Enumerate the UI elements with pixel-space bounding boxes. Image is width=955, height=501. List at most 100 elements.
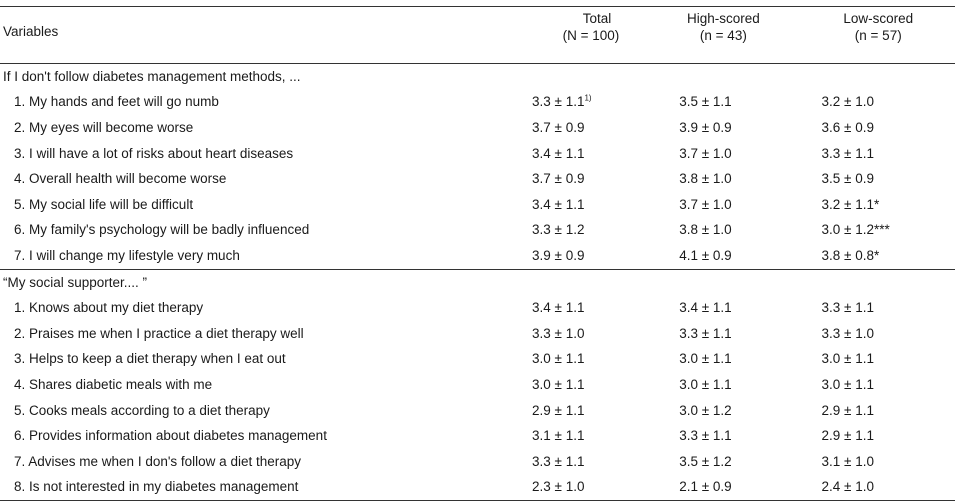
cell-total-value: 3.7 ± 0.9 <box>532 171 585 187</box>
header-high-label: High-scored <box>686 11 760 26</box>
cell-total-value: 3.3 ± 1.0 <box>532 325 585 341</box>
row-label: 7. Advises me when I don's follow a diet… <box>14 453 301 469</box>
row-label: 4. Shares diabetic meals with me <box>14 376 213 392</box>
table-row: 2. Praises me when I practice a diet the… <box>0 321 955 347</box>
cell-total: 3.4 ± 1.1 <box>520 141 645 167</box>
table-row: 1. My hands and feet will go numb 3.3 ± 1… <box>0 90 955 116</box>
cell-low: 2.9 ± 1.1 <box>821 402 874 418</box>
table-row: 5. Cooks meals according to a diet thera… <box>0 398 955 424</box>
table-header: Variables Total (N = 100) High-scored (n… <box>0 6 955 64</box>
cell-low: 3.3 ± 1.1 <box>821 300 874 316</box>
section-title: If I don't follow diabetes management me… <box>3 68 301 84</box>
cell-high: 2.1 ± 0.9 <box>679 479 732 495</box>
cell-total: 3.3 ± 1.2 <box>520 218 645 244</box>
cell-total-value: 3.3 ± 1.2 <box>532 222 585 238</box>
cell-low: 3.3 ± 1.1 <box>821 145 874 161</box>
table-row: 4. Overall health will become worse 3.7 ±… <box>0 166 955 192</box>
header-low-n: (n = 57) <box>854 28 902 43</box>
row-label: 3. Helps to keep a diet therapy when I e… <box>14 351 286 367</box>
cell-total: 3.3 ± 1.0 <box>520 321 645 347</box>
table-row: 7. Advises me when I don's follow a diet… <box>0 449 955 475</box>
cell-total: 3.3 ± 1.11) <box>520 90 645 116</box>
row-label: 1. My hands and feet will go numb <box>14 94 219 110</box>
cell-total-value: 3.9 ± 0.9 <box>532 247 585 263</box>
header-total: Total (N = 100) <box>520 7 645 64</box>
cell-low: 3.3 ± 1.0 <box>821 325 874 341</box>
row-label: 4. Overall health will become worse <box>14 171 227 187</box>
table-row: 5. My social life will be difficult 3.4 ±… <box>0 192 955 218</box>
results-table: Variables Total (N = 100) High-scored (n… <box>0 6 955 501</box>
cell-total: 3.7 ± 0.9 <box>520 115 645 141</box>
table-row: 7. I will change my lifestyle very much 3… <box>0 243 955 269</box>
cell-total: 3.4 ± 1.1 <box>520 192 645 218</box>
table-row: 4. Shares diabetic meals with me 3.0 ± 1.… <box>0 372 955 398</box>
row-label: 1. Knows about my diet therapy <box>14 300 204 316</box>
cell-total-value: 3.7 ± 0.9 <box>532 119 585 135</box>
cell-high: 3.3 ± 1.1 <box>679 325 732 341</box>
table-row: 8. Is not interested in my diabetes mana… <box>0 475 955 501</box>
table-row: 6. My family's psychology will be badly … <box>0 218 955 244</box>
cell-total-value: 3.3 ± 1.1 <box>532 94 585 110</box>
cell-low: 3.8 ± 0.8* <box>821 247 880 263</box>
cell-high: 3.0 ± 1.2 <box>679 402 732 418</box>
cell-high: 3.7 ± 1.0 <box>679 196 732 212</box>
table-row: 3. Helps to keep a diet therapy when I e… <box>0 347 955 373</box>
row-label: 6. Provides information about diabetes m… <box>14 428 327 444</box>
section-title: “My social supporter.... ” <box>3 274 148 290</box>
cell-high: 3.5 ± 1.1 <box>679 94 732 110</box>
cell-total-value: 2.3 ± 1.0 <box>532 479 585 495</box>
cell-low: 3.6 ± 0.9 <box>821 119 874 135</box>
cell-total: 3.3 ± 1.1 <box>520 449 645 475</box>
cell-high: 3.7 ± 1.0 <box>679 145 732 161</box>
table-row: 1. Knows about my diet therapy 3.4 ± 1.1 3… <box>0 295 955 321</box>
footnote-marker: 1) <box>584 93 592 103</box>
row-label: 6. My family's psychology will be badly … <box>14 222 310 238</box>
table-row: 2. My eyes will become worse 3.7 ± 0.9 3.9… <box>0 115 955 141</box>
cell-low: 2.4 ± 1.0 <box>821 479 874 495</box>
cell-low: 3.0 ± 1.1 <box>821 376 874 392</box>
cell-total-value: 3.1 ± 1.1 <box>532 428 585 444</box>
cell-total-value: 3.4 ± 1.1 <box>532 145 585 161</box>
cell-total: 3.9 ± 0.9 <box>520 243 645 269</box>
row-label: 5. Cooks meals according to a diet thera… <box>14 402 270 418</box>
cell-high: 3.4 ± 1.1 <box>679 300 732 316</box>
cell-total: 3.0 ± 1.1 <box>520 372 645 398</box>
cell-low: 3.2 ± 1.0 <box>821 94 874 110</box>
row-label: 3. I will have a lot of risks about hear… <box>14 145 294 161</box>
cell-total: 3.1 ± 1.1 <box>520 423 645 449</box>
cell-total: 3.4 ± 1.1 <box>520 295 645 321</box>
cell-total: 2.9 ± 1.1 <box>520 398 645 424</box>
row-label: 2. Praises me when I practice a diet the… <box>14 325 304 341</box>
cell-low: 2.9 ± 1.1 <box>821 428 874 444</box>
cell-total-value: 2.9 ± 1.1 <box>532 402 585 418</box>
table-row: 6. Provides information about diabetes m… <box>0 423 955 449</box>
cell-total: 2.3 ± 1.0 <box>520 475 645 501</box>
header-variables-label: Variables <box>3 24 59 39</box>
cell-high: 3.5 ± 1.2 <box>679 453 732 469</box>
table-row: 3. I will have a lot of risks about hear… <box>0 141 955 167</box>
cell-total-value: 3.0 ± 1.1 <box>532 351 585 367</box>
cell-total-value: 3.4 ± 1.1 <box>532 196 585 212</box>
header-variables: Variables <box>0 7 520 64</box>
cell-high: 4.1 ± 0.9 <box>679 247 732 263</box>
cell-high: 3.9 ± 0.9 <box>679 119 732 135</box>
row-label: 2. My eyes will become worse <box>14 119 194 135</box>
row-label: 8. Is not interested in my diabetes mana… <box>14 479 299 495</box>
cell-total: 3.7 ± 0.9 <box>520 166 645 192</box>
header-high: High-scored (n = 43) <box>645 7 801 64</box>
section-title-row: “My social supporter.... ” <box>0 269 955 295</box>
header-row: Variables Total (N = 100) High-scored (n… <box>0 6 955 64</box>
cell-high: 3.8 ± 1.0 <box>679 171 732 187</box>
cell-high: 3.0 ± 1.1 <box>679 351 732 367</box>
cell-high: 3.3 ± 1.1 <box>679 428 732 444</box>
cell-high: 3.8 ± 1.0 <box>679 222 732 238</box>
cell-low: 3.2 ± 1.1* <box>821 196 880 212</box>
header-low: Low-scored (n = 57) <box>802 7 955 64</box>
cell-low: 3.1 ± 1.0 <box>821 453 874 469</box>
row-label: 5. My social life will be difficult <box>14 196 194 212</box>
header-total-label: Total <box>582 11 612 26</box>
header-high-n: (n = 43) <box>699 28 747 43</box>
cell-total-value: 3.4 ± 1.1 <box>532 300 585 316</box>
cell-low: 3.0 ± 1.1 <box>821 351 874 367</box>
header-low-label: Low-scored <box>843 11 914 26</box>
